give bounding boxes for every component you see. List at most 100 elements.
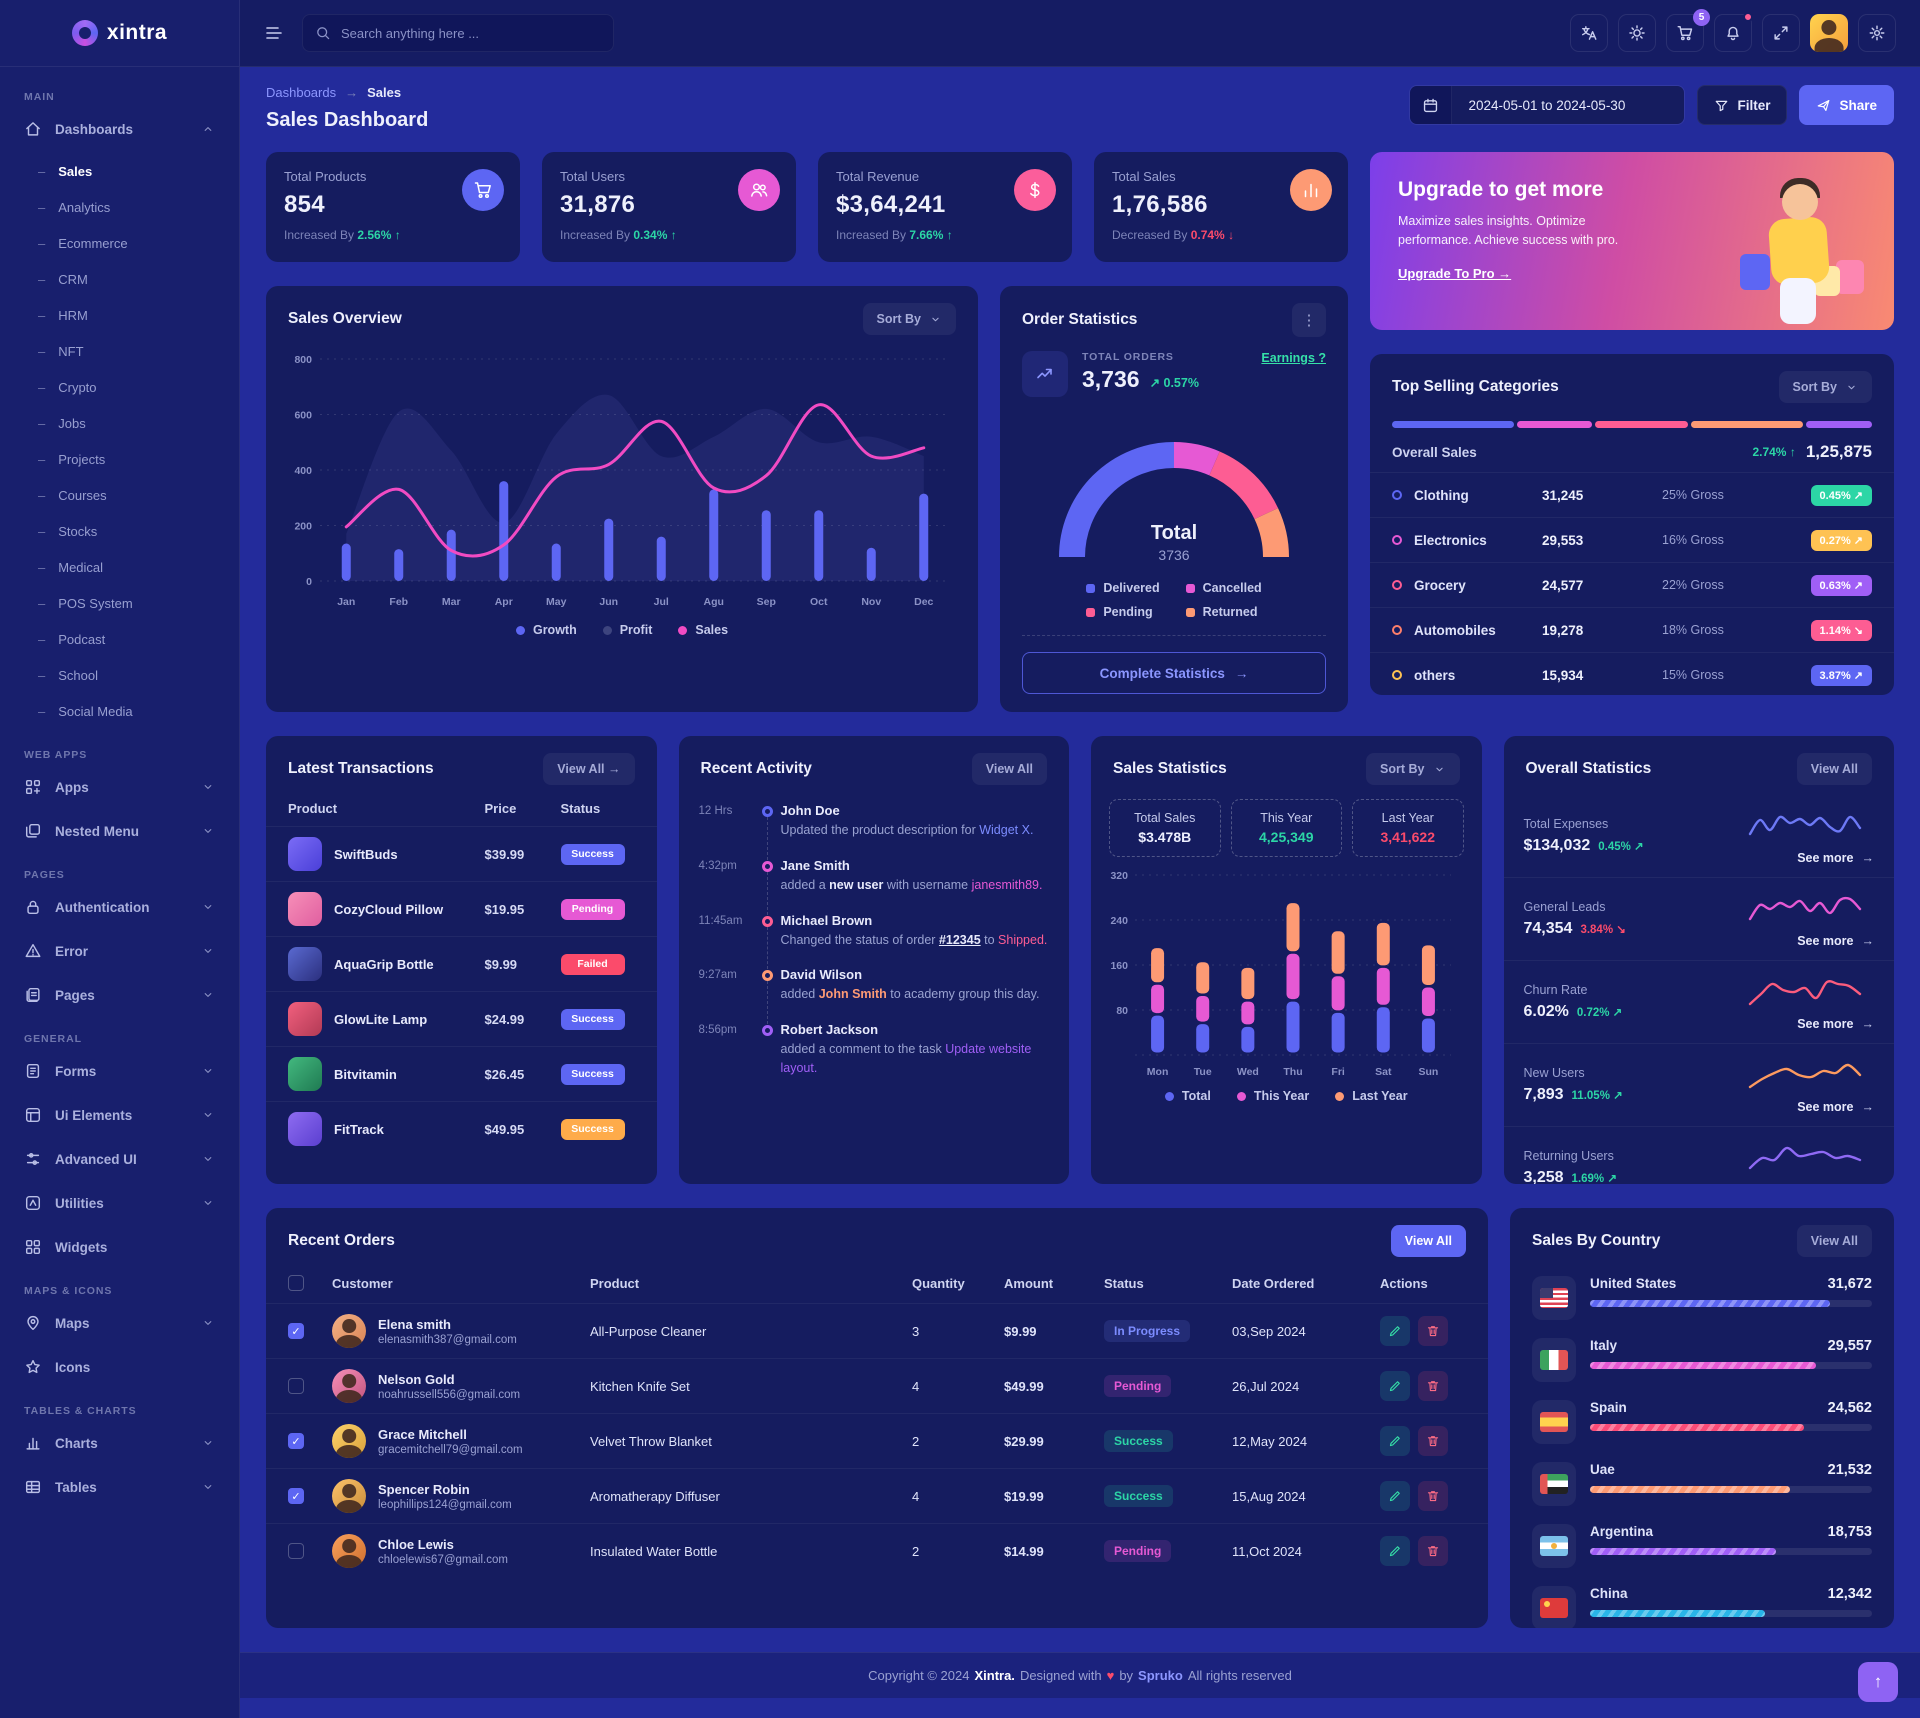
sidebar-subitem-pos-system[interactable]: POS System [28, 585, 227, 621]
row-checkbox[interactable] [288, 1378, 304, 1394]
sales-statistics-summary: Total Sales $3.478B This Year 4,25,349 Last … [1091, 795, 1482, 865]
widgets-icon [24, 1238, 42, 1256]
notifications-button[interactable] [1714, 12, 1753, 52]
sidebar-subitem-crm[interactable]: CRM [28, 261, 227, 297]
sidebar-subitem-school[interactable]: School [28, 657, 227, 693]
sales-overview-sort-button[interactable]: Sort By [862, 303, 956, 335]
see-more-link[interactable]: See more → [1797, 934, 1874, 948]
search-input[interactable] [341, 25, 601, 41]
sidebar-item-tables[interactable]: Tables [12, 1465, 227, 1509]
sidebar-item-utilities[interactable]: Utilities [12, 1181, 227, 1225]
sales-statistics-sort-button[interactable]: Sort By [1366, 753, 1460, 785]
category-row-clothing: Clothing 31,245 25% Gross 0.45% ↗ [1370, 472, 1894, 517]
edit-button[interactable] [1380, 1536, 1410, 1566]
sidebar-subitem-nft[interactable]: NFT [28, 333, 227, 369]
complete-statistics-button[interactable]: Complete Statistics → [1022, 652, 1326, 694]
sidebar-item-advanced-ui[interactable]: Advanced UI [12, 1137, 227, 1181]
scroll-to-top-button[interactable]: ↑ [1858, 1662, 1898, 1702]
kpi-trend-value: 7.66% [909, 228, 947, 242]
country-row-us: United States 31,672 [1510, 1267, 1894, 1329]
sidebar-item-maps[interactable]: Maps [12, 1301, 227, 1345]
see-more-link[interactable]: See more → [1797, 1183, 1874, 1184]
date-range-value[interactable]: 2024-05-01 to 2024-05-30 [1452, 86, 1685, 124]
upgrade-cta-link[interactable]: Upgrade To Pro → [1398, 265, 1512, 281]
sidebar-subitem-social-media[interactable]: Social Media [28, 693, 227, 729]
settings-button[interactable] [1858, 14, 1896, 52]
sidebar-item-charts[interactable]: Charts [12, 1421, 227, 1465]
sidebar-subitem-podcast[interactable]: Podcast [28, 621, 227, 657]
hamburger-menu-button[interactable] [264, 23, 284, 43]
sidebar-subitem-medical[interactable]: Medical [28, 549, 227, 585]
delete-button[interactable] [1418, 1426, 1448, 1456]
sidebar-item-icons[interactable]: Icons [12, 1345, 227, 1389]
sidebar-item-dashboards[interactable]: Dashboards [12, 107, 227, 151]
country-row-es: Spain 24,562 [1510, 1391, 1894, 1453]
sidebar-subitem-stocks[interactable]: Stocks [28, 513, 227, 549]
country-name: United States [1590, 1276, 1677, 1291]
sidebar-subitem-label: HRM [58, 307, 88, 323]
sidebar-item-error[interactable]: Error [12, 929, 227, 973]
overall-statistics-view-all-button[interactable]: View All [1796, 753, 1872, 785]
breadcrumb-dashboards-link[interactable]: Dashboards [266, 85, 337, 100]
delete-button[interactable] [1418, 1371, 1448, 1401]
calendar-button[interactable] [1410, 86, 1453, 124]
see-more-link[interactable]: See more → [1797, 851, 1874, 865]
delete-button[interactable] [1418, 1481, 1448, 1511]
transactions-view-all-button[interactable]: View All → [543, 753, 635, 785]
top-categories-sort-button[interactable]: Sort By [1778, 371, 1872, 403]
transaction-row: CozyCloud Pillow $19.95 Pending [266, 881, 657, 936]
edit-button[interactable] [1380, 1316, 1410, 1346]
delete-button[interactable] [1418, 1316, 1448, 1346]
row-checkbox[interactable] [288, 1323, 304, 1339]
see-more-link[interactable]: See more → [1797, 1017, 1874, 1031]
activity-text-part: Shipped. [998, 932, 1048, 947]
sidebar-subitem-jobs[interactable]: Jobs [28, 405, 227, 441]
sidebar-item-authentication[interactable]: Authentication [12, 885, 227, 929]
global-search[interactable] [302, 14, 614, 52]
activity-text: added a new user with username janesmith… [781, 876, 1050, 895]
edit-button[interactable] [1380, 1371, 1410, 1401]
sidebar-item-apps[interactable]: Apps [12, 765, 227, 809]
edit-button[interactable] [1380, 1481, 1410, 1511]
customer-email: chloelewis67@gmail.com [378, 1553, 508, 1566]
edit-button[interactable] [1380, 1426, 1410, 1456]
share-button[interactable]: Share [1799, 85, 1894, 125]
earnings-link[interactable]: Earnings ? [1261, 351, 1326, 365]
sidebar-subitem-hrm[interactable]: HRM [28, 297, 227, 333]
sidebar-item-nested-menu[interactable]: Nested Menu [12, 809, 227, 853]
sidebar-subitem-courses[interactable]: Courses [28, 477, 227, 513]
activity-view-all-button[interactable]: View All [971, 753, 1047, 785]
sidebar-subitem-projects[interactable]: Projects [28, 441, 227, 477]
activity-time: 12 Hrs [698, 805, 733, 817]
expand-icon [1774, 26, 1788, 40]
cart-button[interactable]: 5 [1666, 9, 1710, 52]
brand-logo[interactable]: xintra [0, 0, 239, 67]
select-all-checkbox[interactable] [288, 1275, 304, 1291]
orders-view-all-button[interactable]: View All [1390, 1225, 1466, 1257]
language-button[interactable] [1570, 14, 1608, 52]
row-checkbox[interactable] [288, 1433, 304, 1449]
footer-vendor-link[interactable]: Spruko [1138, 1668, 1183, 1683]
sidebar-item-widgets[interactable]: Widgets [12, 1225, 227, 1269]
progress-segment [1516, 421, 1592, 428]
row-checkbox[interactable] [288, 1543, 304, 1559]
filter-button[interactable]: Filter [1697, 85, 1788, 125]
sidebar-subitem-sales[interactable]: Sales [28, 153, 227, 189]
country-view-all-button[interactable]: View All [1796, 1225, 1872, 1257]
sidebar-subitem-crypto[interactable]: Crypto [28, 369, 227, 405]
sidebar-subitem-ecommerce[interactable]: Ecommerce [28, 225, 227, 261]
user-avatar[interactable] [1810, 14, 1848, 52]
sidebar-item-pages[interactable]: Pages [12, 973, 227, 1017]
row-checkbox[interactable] [288, 1488, 304, 1504]
fullscreen-button[interactable] [1762, 14, 1800, 52]
sidebar-item-ui-elements[interactable]: Ui Elements [12, 1093, 227, 1137]
apps-icon [24, 778, 42, 796]
theme-toggle-button[interactable] [1618, 14, 1656, 52]
overall-stat-general-leads: General Leads 74,354 3.84% ↘ See more → [1503, 877, 1894, 960]
sidebar-subitem-label: Courses [58, 487, 107, 503]
sidebar-subitem-analytics[interactable]: Analytics [28, 189, 227, 225]
see-more-link[interactable]: See more → [1797, 1100, 1874, 1114]
sidebar-item-forms[interactable]: Forms [12, 1049, 227, 1093]
kebab-menu-button[interactable]: ⋮ [1292, 303, 1326, 337]
delete-button[interactable] [1418, 1536, 1448, 1566]
